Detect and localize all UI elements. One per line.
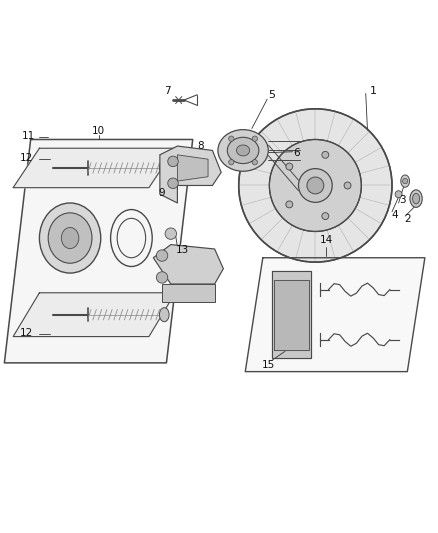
Text: 12: 12 (20, 153, 33, 163)
Circle shape (395, 191, 402, 198)
Text: 14: 14 (320, 235, 333, 245)
Polygon shape (162, 284, 215, 302)
Text: 4: 4 (392, 210, 399, 220)
Circle shape (168, 178, 178, 189)
Ellipse shape (48, 213, 92, 263)
Ellipse shape (410, 190, 422, 207)
Polygon shape (160, 146, 221, 203)
Circle shape (156, 250, 168, 261)
Polygon shape (245, 258, 425, 372)
Circle shape (156, 272, 168, 283)
Ellipse shape (237, 145, 250, 156)
Text: 13: 13 (176, 245, 189, 255)
Polygon shape (274, 280, 309, 350)
Circle shape (286, 201, 293, 208)
Text: 10: 10 (92, 126, 105, 136)
Text: 6: 6 (293, 149, 300, 158)
Ellipse shape (227, 138, 259, 164)
Ellipse shape (61, 228, 79, 248)
Text: 7: 7 (164, 86, 171, 96)
Ellipse shape (39, 203, 101, 273)
Text: 15: 15 (261, 360, 275, 370)
Circle shape (322, 213, 329, 220)
Circle shape (269, 140, 361, 231)
Circle shape (344, 182, 351, 189)
Circle shape (229, 136, 234, 141)
Text: 1: 1 (370, 86, 377, 96)
Circle shape (403, 179, 408, 184)
Circle shape (168, 156, 178, 167)
Circle shape (239, 109, 392, 262)
Text: 3: 3 (399, 195, 406, 205)
Ellipse shape (401, 175, 410, 187)
Text: 5: 5 (268, 90, 275, 100)
Polygon shape (4, 140, 193, 363)
Text: 2: 2 (404, 214, 411, 224)
Ellipse shape (159, 308, 169, 322)
Text: 8: 8 (197, 141, 204, 151)
Circle shape (165, 228, 177, 239)
Circle shape (299, 168, 332, 203)
Text: 12: 12 (20, 328, 33, 338)
Polygon shape (272, 271, 311, 359)
Ellipse shape (159, 161, 169, 175)
Circle shape (229, 159, 234, 165)
Circle shape (286, 163, 293, 170)
Ellipse shape (218, 130, 268, 171)
Circle shape (252, 136, 258, 141)
Circle shape (322, 151, 329, 158)
Polygon shape (177, 155, 208, 181)
Ellipse shape (413, 193, 420, 204)
Polygon shape (13, 148, 175, 188)
Text: 11: 11 (22, 131, 35, 141)
Text: 9: 9 (159, 188, 166, 198)
Polygon shape (13, 293, 175, 336)
Circle shape (252, 159, 258, 165)
Circle shape (307, 177, 324, 194)
Polygon shape (153, 245, 223, 284)
